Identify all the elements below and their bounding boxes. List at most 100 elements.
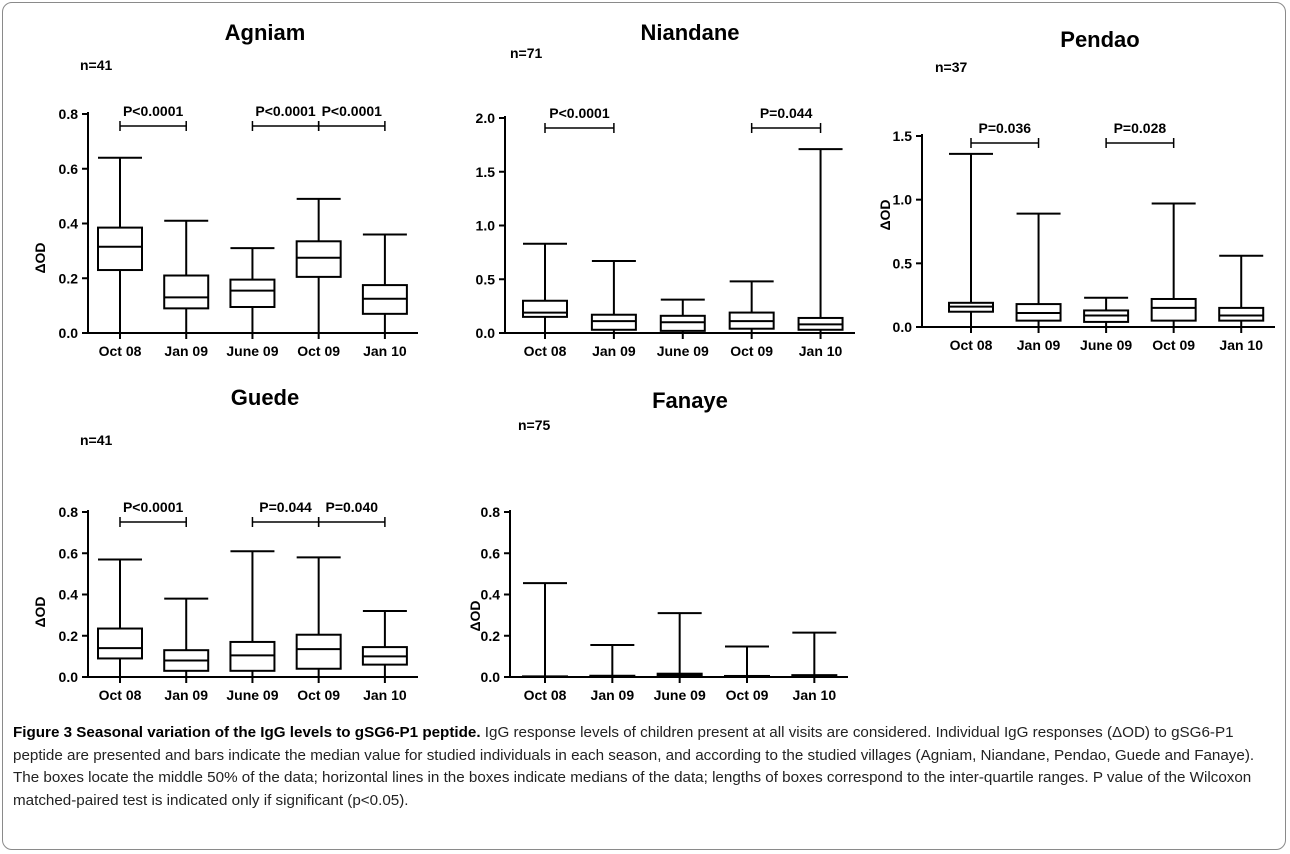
y-tick-label: 0.0 <box>476 325 496 341</box>
y-tick-label: 1.5 <box>893 128 913 144</box>
interquartile-box <box>163 274 210 310</box>
significance-bracket: P=0.040 <box>317 499 386 527</box>
x-tick-label: Oct 08 <box>524 343 567 359</box>
y-tick-label: 0.4 <box>59 216 79 232</box>
box-plot-june-09 <box>229 247 276 334</box>
y-axis-label: ΔOD <box>877 199 893 230</box>
y-tick-label: 0.4 <box>481 587 501 603</box>
chart-title: Niandane <box>640 20 739 45</box>
x-tick-label: Oct 08 <box>99 343 142 359</box>
x-tick-label: June 09 <box>226 343 278 359</box>
p-value-label: P<0.0001 <box>322 103 383 119</box>
box-plot-jan-10 <box>797 148 844 334</box>
p-value-label: P=0.040 <box>325 499 378 515</box>
p-value-label: P=0.044 <box>259 499 312 515</box>
y-tick-label: 0.8 <box>59 106 79 122</box>
y-tick-label: 0.8 <box>481 504 501 520</box>
box-plot-jan-10 <box>361 233 408 334</box>
x-tick-label: Oct 08 <box>99 687 142 703</box>
y-tick-label: 1.0 <box>476 218 496 234</box>
significance-bracket: P=0.028 <box>1105 120 1175 148</box>
chart-title: Fanaye <box>652 388 728 413</box>
y-tick-label: 0.6 <box>59 161 79 177</box>
sample-size-label: n=71 <box>510 45 543 61</box>
chart-panel-fanaye: Fanaye n=75 0.0 0.2 0.4 0.6 0.8 ΔOD Oct 08 Jan 09… <box>467 388 848 703</box>
y-tick-label: 0.5 <box>893 255 913 271</box>
significance-bracket: P=0.044 <box>251 499 320 527</box>
interquartile-box <box>1218 306 1265 322</box>
interquartile-box <box>1150 297 1197 322</box>
x-tick-label: Jan 10 <box>793 687 837 703</box>
interquartile-box <box>229 278 276 308</box>
significance-bracket: P<0.0001 <box>119 103 187 131</box>
x-tick-label: Oct 09 <box>726 687 769 703</box>
sample-size-label: n=41 <box>80 57 113 73</box>
p-value-label: P<0.0001 <box>123 499 184 515</box>
x-tick-label: June 09 <box>226 687 278 703</box>
x-tick-label: Jan 09 <box>591 687 635 703</box>
box-plot-oct-08 <box>522 582 568 678</box>
sample-size-label: n=41 <box>80 432 113 448</box>
p-value-label: P<0.0001 <box>123 103 184 119</box>
x-tick-label: Oct 09 <box>297 687 340 703</box>
box-plot-june-09 <box>1083 296 1130 328</box>
y-tick-label: 0.0 <box>481 669 501 685</box>
interquartile-box <box>522 299 568 318</box>
box-plot-oct-08 <box>522 242 568 334</box>
y-axis-label: ΔOD <box>32 242 48 273</box>
box-plot-jan-09 <box>163 597 210 678</box>
interquartile-box <box>590 313 637 331</box>
x-tick-label: Jan 09 <box>1017 337 1061 353</box>
y-axis-label: ΔOD <box>467 600 483 631</box>
x-tick-label: Jan 10 <box>1219 337 1263 353</box>
y-tick-label: 0.5 <box>476 271 496 287</box>
p-value-label: P<0.0001 <box>255 103 316 119</box>
x-tick-label: June 09 <box>654 687 706 703</box>
significance-bracket: P=0.036 <box>970 120 1040 148</box>
box-plot-jan-09 <box>590 259 637 334</box>
chart-title: Pendao <box>1060 27 1139 52</box>
box-plot-jan-10 <box>1218 254 1265 328</box>
interquartile-box <box>295 240 342 278</box>
x-tick-label: Jan 09 <box>592 343 636 359</box>
y-tick-label: 0.2 <box>59 270 79 286</box>
box-plot-june-09 <box>656 612 703 679</box>
figure-caption: Figure 3 Seasonal variation of the IgG l… <box>13 722 1278 812</box>
caption-title: Figure 3 Seasonal variation of the IgG l… <box>13 724 481 741</box>
y-tick-label: 0.4 <box>59 587 79 603</box>
significance-bracket: P<0.0001 <box>544 105 615 133</box>
p-value-label: P<0.0001 <box>549 105 610 121</box>
interquartile-box <box>229 640 276 672</box>
box-plot-oct-08 <box>97 558 143 678</box>
chart-panel-niandane: Niandane n=71 0.0 0.5 1.0 1.5 2.0 Oct 08 Jan 09 J… <box>476 20 855 359</box>
box-plot-oct-09 <box>295 197 342 334</box>
x-tick-label: Oct 09 <box>297 343 340 359</box>
chart-title: Guede <box>231 385 299 410</box>
sample-size-label: n=37 <box>935 59 968 75</box>
significance-bracket: P<0.0001 <box>119 499 187 527</box>
box-plot-oct-09 <box>1150 202 1197 328</box>
box-plot-june-09 <box>659 298 706 334</box>
x-tick-label: Oct 09 <box>1152 337 1195 353</box>
y-tick-label: 2.0 <box>476 110 496 126</box>
box-plot-jan-09 <box>589 644 636 679</box>
significance-bracket: P<0.0001 <box>317 103 386 131</box>
x-tick-label: June 09 <box>657 343 709 359</box>
y-tick-label: 0.8 <box>59 504 79 520</box>
chart-panel-pendao: Pendao n=37 0.0 0.5 1.0 1.5 ΔOD Oct 08 Jan 09 Jun… <box>877 27 1275 353</box>
chart-panel-agniam: Agniam n=41 0.0 0.2 0.4 0.6 0.8 ΔOD Oct 08 Jan 09… <box>32 20 418 359</box>
y-axis-label: ΔOD <box>32 596 48 627</box>
y-tick-label: 0.0 <box>59 325 79 341</box>
p-value-label: P=0.028 <box>1114 120 1167 136</box>
interquartile-box <box>97 226 143 272</box>
chart-panel-guede: Guede n=41 0.0 0.2 0.4 0.6 0.8 ΔOD Oct 08 Jan 09 J… <box>32 385 418 703</box>
significance-bracket: P<0.0001 <box>251 103 320 131</box>
box-plot-oct-09 <box>724 645 770 678</box>
y-tick-label: 0.0 <box>893 319 913 335</box>
interquartile-box <box>659 314 706 332</box>
caption-text: IgG response levels of children present … <box>13 724 1255 809</box>
x-tick-label: Oct 08 <box>950 337 993 353</box>
x-tick-label: Jan 09 <box>164 343 208 359</box>
box-plot-oct-08 <box>97 156 143 334</box>
